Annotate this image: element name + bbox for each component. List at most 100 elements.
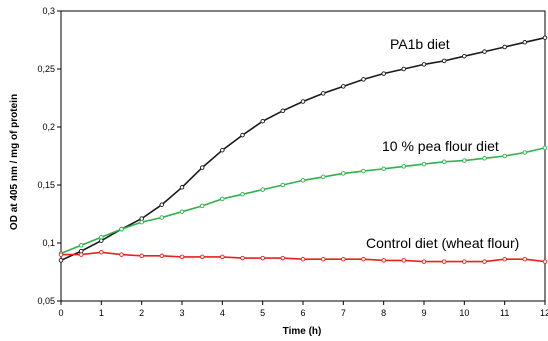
data-point xyxy=(482,49,487,54)
data-point xyxy=(522,40,528,45)
data-point xyxy=(361,256,366,262)
data-point xyxy=(99,234,104,240)
data-point xyxy=(199,165,205,170)
data-point xyxy=(502,153,507,159)
data-point xyxy=(119,252,124,257)
data-point xyxy=(401,258,407,263)
data-point xyxy=(320,91,326,96)
data-point xyxy=(542,259,548,264)
x-tick-label: 3 xyxy=(179,308,184,318)
data-point xyxy=(522,256,528,262)
data-point xyxy=(381,166,386,172)
data-point xyxy=(280,182,286,188)
plot-frame xyxy=(60,10,546,302)
data-point xyxy=(159,202,165,207)
data-point xyxy=(361,77,366,82)
axes: 0,050,10,150,20,250,30 1 2 3 4 5 6 7 8 9 10 11 12 xyxy=(37,6,548,318)
data-point xyxy=(401,66,407,72)
plot-area xyxy=(60,10,546,302)
data-point xyxy=(78,243,84,248)
data-point xyxy=(58,258,64,263)
data-point xyxy=(119,226,124,232)
data-point xyxy=(482,259,487,264)
data-point xyxy=(381,71,386,76)
data-point xyxy=(441,259,447,264)
series-0 xyxy=(58,35,548,263)
data-point xyxy=(220,147,225,153)
data-point xyxy=(381,258,386,263)
annotation-control-diet: Control diet (wheat flour) xyxy=(366,235,519,251)
x-tick-label: 9 xyxy=(421,308,426,318)
y-tick-label: 0,15 xyxy=(37,180,55,190)
annotation-pa1b-diet: PA1b diet xyxy=(390,36,450,52)
data-point xyxy=(139,219,144,225)
data-point xyxy=(341,256,346,262)
data-point xyxy=(240,255,245,261)
x-tick-label: 1 xyxy=(99,308,104,318)
x-tick-label: 7 xyxy=(341,308,346,318)
data-point xyxy=(502,256,507,262)
y-tick-label: 0,3 xyxy=(42,6,55,16)
data-point xyxy=(199,203,205,209)
x-tick-label: 2 xyxy=(139,308,144,318)
data-point xyxy=(159,215,165,220)
data-point xyxy=(260,118,265,124)
x-tick-label: 6 xyxy=(300,308,305,318)
data-point xyxy=(441,159,447,165)
data-point xyxy=(522,150,528,155)
x-axis-title: Time (h) xyxy=(283,326,322,337)
data-point xyxy=(139,253,144,259)
labels: PA1b diet 10 % pea flour diet Control di… xyxy=(9,36,519,337)
y-tick-label: 0,2 xyxy=(42,122,55,132)
data-point xyxy=(179,254,185,260)
data-point xyxy=(159,253,165,259)
data-point xyxy=(482,156,487,161)
y-axis-title: OD at 405 nm / mg of protein xyxy=(9,94,20,230)
data-point xyxy=(220,196,225,202)
data-point xyxy=(462,259,467,264)
x-tick-label: 0 xyxy=(58,308,63,318)
data-point xyxy=(421,62,427,67)
data-point xyxy=(341,84,346,89)
data-point xyxy=(421,161,427,167)
x-tick-label: 8 xyxy=(381,308,386,318)
data-point xyxy=(280,108,286,114)
data-point xyxy=(199,254,205,260)
x-tick-label: 4 xyxy=(220,308,225,318)
data-point xyxy=(99,250,104,255)
annotation-pea-flour-diet: 10 % pea flour diet xyxy=(382,138,499,154)
data-point xyxy=(542,145,548,151)
data-point xyxy=(240,132,245,138)
y-tick-label: 0,05 xyxy=(37,296,55,306)
data-point xyxy=(341,171,346,176)
data-point xyxy=(441,58,447,64)
data-point xyxy=(240,192,245,197)
x-tick-label: 12 xyxy=(540,308,548,318)
data-point xyxy=(260,255,265,261)
data-point xyxy=(320,256,326,262)
y-tick-label: 0,1 xyxy=(42,238,55,248)
data-point xyxy=(462,53,467,59)
x-tick-label: 5 xyxy=(260,308,265,318)
data-point xyxy=(462,158,467,163)
data-point xyxy=(58,252,64,257)
data-point xyxy=(78,252,84,257)
data-point xyxy=(361,168,366,174)
series-1 xyxy=(58,145,548,256)
data-point xyxy=(300,178,306,183)
series-2 xyxy=(58,250,548,264)
y-tick-label: 0,25 xyxy=(37,64,55,74)
data-point xyxy=(300,99,306,104)
data-point xyxy=(179,209,185,214)
data-point xyxy=(300,256,306,262)
data-point xyxy=(401,164,407,169)
series-layer xyxy=(58,35,548,264)
data-point xyxy=(280,255,286,261)
data-point xyxy=(542,35,548,40)
x-tick-label: 10 xyxy=(459,308,469,318)
data-point xyxy=(179,185,185,190)
data-point xyxy=(421,259,427,264)
data-point xyxy=(320,174,326,180)
data-point xyxy=(502,44,507,50)
